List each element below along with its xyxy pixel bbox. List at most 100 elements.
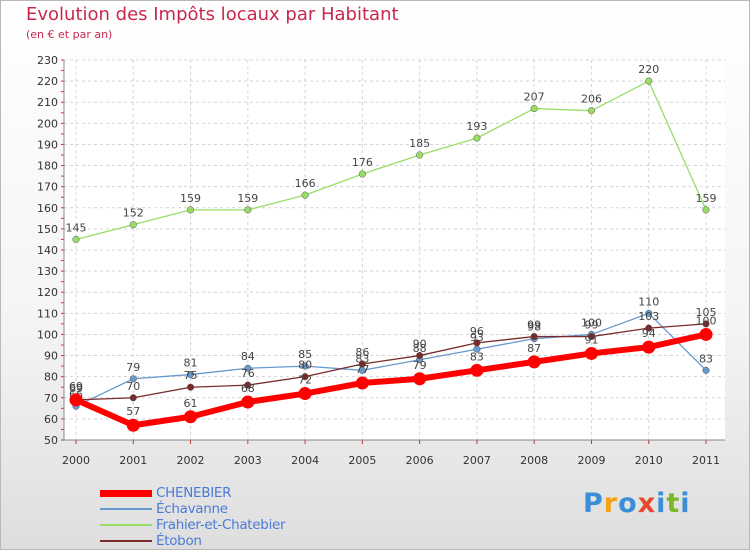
data-label: 93: [470, 331, 484, 344]
x-tick-label: 2004: [291, 454, 319, 467]
data-label: 176: [352, 156, 373, 169]
data-point: [702, 320, 710, 328]
y-tick-label: 90: [44, 350, 58, 363]
legend-label: Échavanne: [156, 501, 228, 517]
data-point: [69, 393, 83, 407]
data-point: [702, 206, 710, 214]
data-point: [416, 352, 424, 360]
data-label: 152: [123, 207, 144, 220]
legend-swatch: [100, 489, 152, 497]
data-label: 72: [298, 374, 312, 387]
data-label: 69: [69, 380, 83, 393]
legend-label: Étobon: [156, 533, 202, 549]
data-label: 96: [470, 325, 484, 338]
data-point: [186, 383, 195, 391]
data-point: [244, 364, 252, 372]
data-point: [473, 339, 481, 347]
y-tick-label: 220: [37, 75, 58, 88]
y-tick-label: 160: [37, 202, 58, 215]
y-tick-label: 100: [37, 328, 58, 341]
data-label: 70: [126, 380, 140, 393]
data-label: 79: [413, 359, 427, 372]
data-label: 100: [696, 314, 717, 327]
data-point: [129, 221, 137, 229]
data-label: 105: [696, 306, 717, 319]
data-label: 57: [126, 405, 140, 418]
data-point: [355, 376, 369, 390]
data-point: [527, 355, 541, 369]
data-label: 159: [180, 192, 201, 205]
y-tick-label: 140: [37, 244, 58, 257]
y-tick-label: 210: [37, 96, 58, 109]
y-tick-label: 130: [37, 265, 58, 278]
data-label: 86: [355, 346, 369, 359]
legend-swatch: [100, 524, 152, 526]
y-tick-label: 70: [44, 392, 58, 405]
y-tick-label: 200: [37, 117, 58, 130]
data-label: 61: [184, 397, 198, 410]
data-point: [244, 381, 252, 389]
data-point: [470, 363, 484, 377]
data-label: 206: [581, 93, 602, 106]
data-label: 79: [126, 361, 140, 374]
proxiti-logo: Proxiti: [583, 488, 691, 519]
y-tick-label: 60: [44, 413, 58, 426]
data-label: 166: [295, 177, 316, 190]
data-point: [416, 151, 424, 159]
data-point: [702, 366, 710, 374]
data-label: 76: [241, 367, 255, 380]
data-point: [301, 362, 309, 370]
data-label: 207: [524, 91, 545, 104]
y-tick-label: 110: [37, 307, 58, 320]
data-label: 159: [237, 192, 258, 205]
x-tick-label: 2010: [635, 454, 663, 467]
data-label: 220: [638, 63, 659, 76]
data-label: 85: [298, 348, 312, 361]
y-tick-label: 230: [37, 54, 58, 67]
data-point: [645, 309, 653, 317]
data-label: 98: [527, 321, 541, 334]
data-point: [645, 324, 653, 332]
y-tick-label: 120: [37, 286, 58, 299]
x-tick-label: 2001: [119, 454, 147, 467]
data-label: 69: [69, 382, 83, 395]
data-point: [301, 373, 309, 381]
series-line-chenebier: [74, 331, 707, 429]
legend-label: CHENEBIER: [156, 485, 232, 501]
data-point: [184, 410, 198, 424]
data-label: 91: [584, 333, 598, 346]
data-label: 90: [413, 338, 427, 351]
data-label: 103: [638, 310, 659, 323]
x-tick-label: 2005: [348, 454, 376, 467]
x-tick-label: 2011: [692, 454, 720, 467]
data-point: [530, 333, 538, 341]
x-tick-label: 2009: [577, 454, 605, 467]
data-label: 193: [466, 120, 487, 133]
legend-label: Frahier-et-Chatebier: [156, 517, 286, 533]
data-point: [530, 105, 538, 113]
series-line--chavanne: [75, 312, 707, 407]
data-point: [244, 206, 252, 214]
data-label: 75: [184, 369, 198, 382]
data-point: [642, 340, 656, 354]
data-point: [241, 395, 255, 409]
data-label: 81: [184, 357, 198, 370]
x-tick-label: 2003: [234, 454, 262, 467]
data-label: 88: [413, 342, 427, 355]
x-tick-label: 2008: [520, 454, 548, 467]
data-label: 80: [298, 359, 312, 372]
y-tick-label: 50: [44, 434, 58, 447]
data-point: [298, 387, 312, 401]
data-point: [584, 346, 598, 360]
legend-swatch: [100, 540, 152, 542]
data-point: [587, 333, 596, 341]
data-label: 84: [241, 350, 255, 363]
data-label: 100: [581, 316, 602, 329]
data-point: [186, 206, 195, 214]
data-label: 68: [241, 382, 255, 395]
data-point: [301, 191, 309, 199]
data-label: 83: [355, 352, 369, 365]
data-point: [587, 107, 596, 115]
data-point: [473, 134, 481, 142]
data-point: [72, 235, 80, 243]
